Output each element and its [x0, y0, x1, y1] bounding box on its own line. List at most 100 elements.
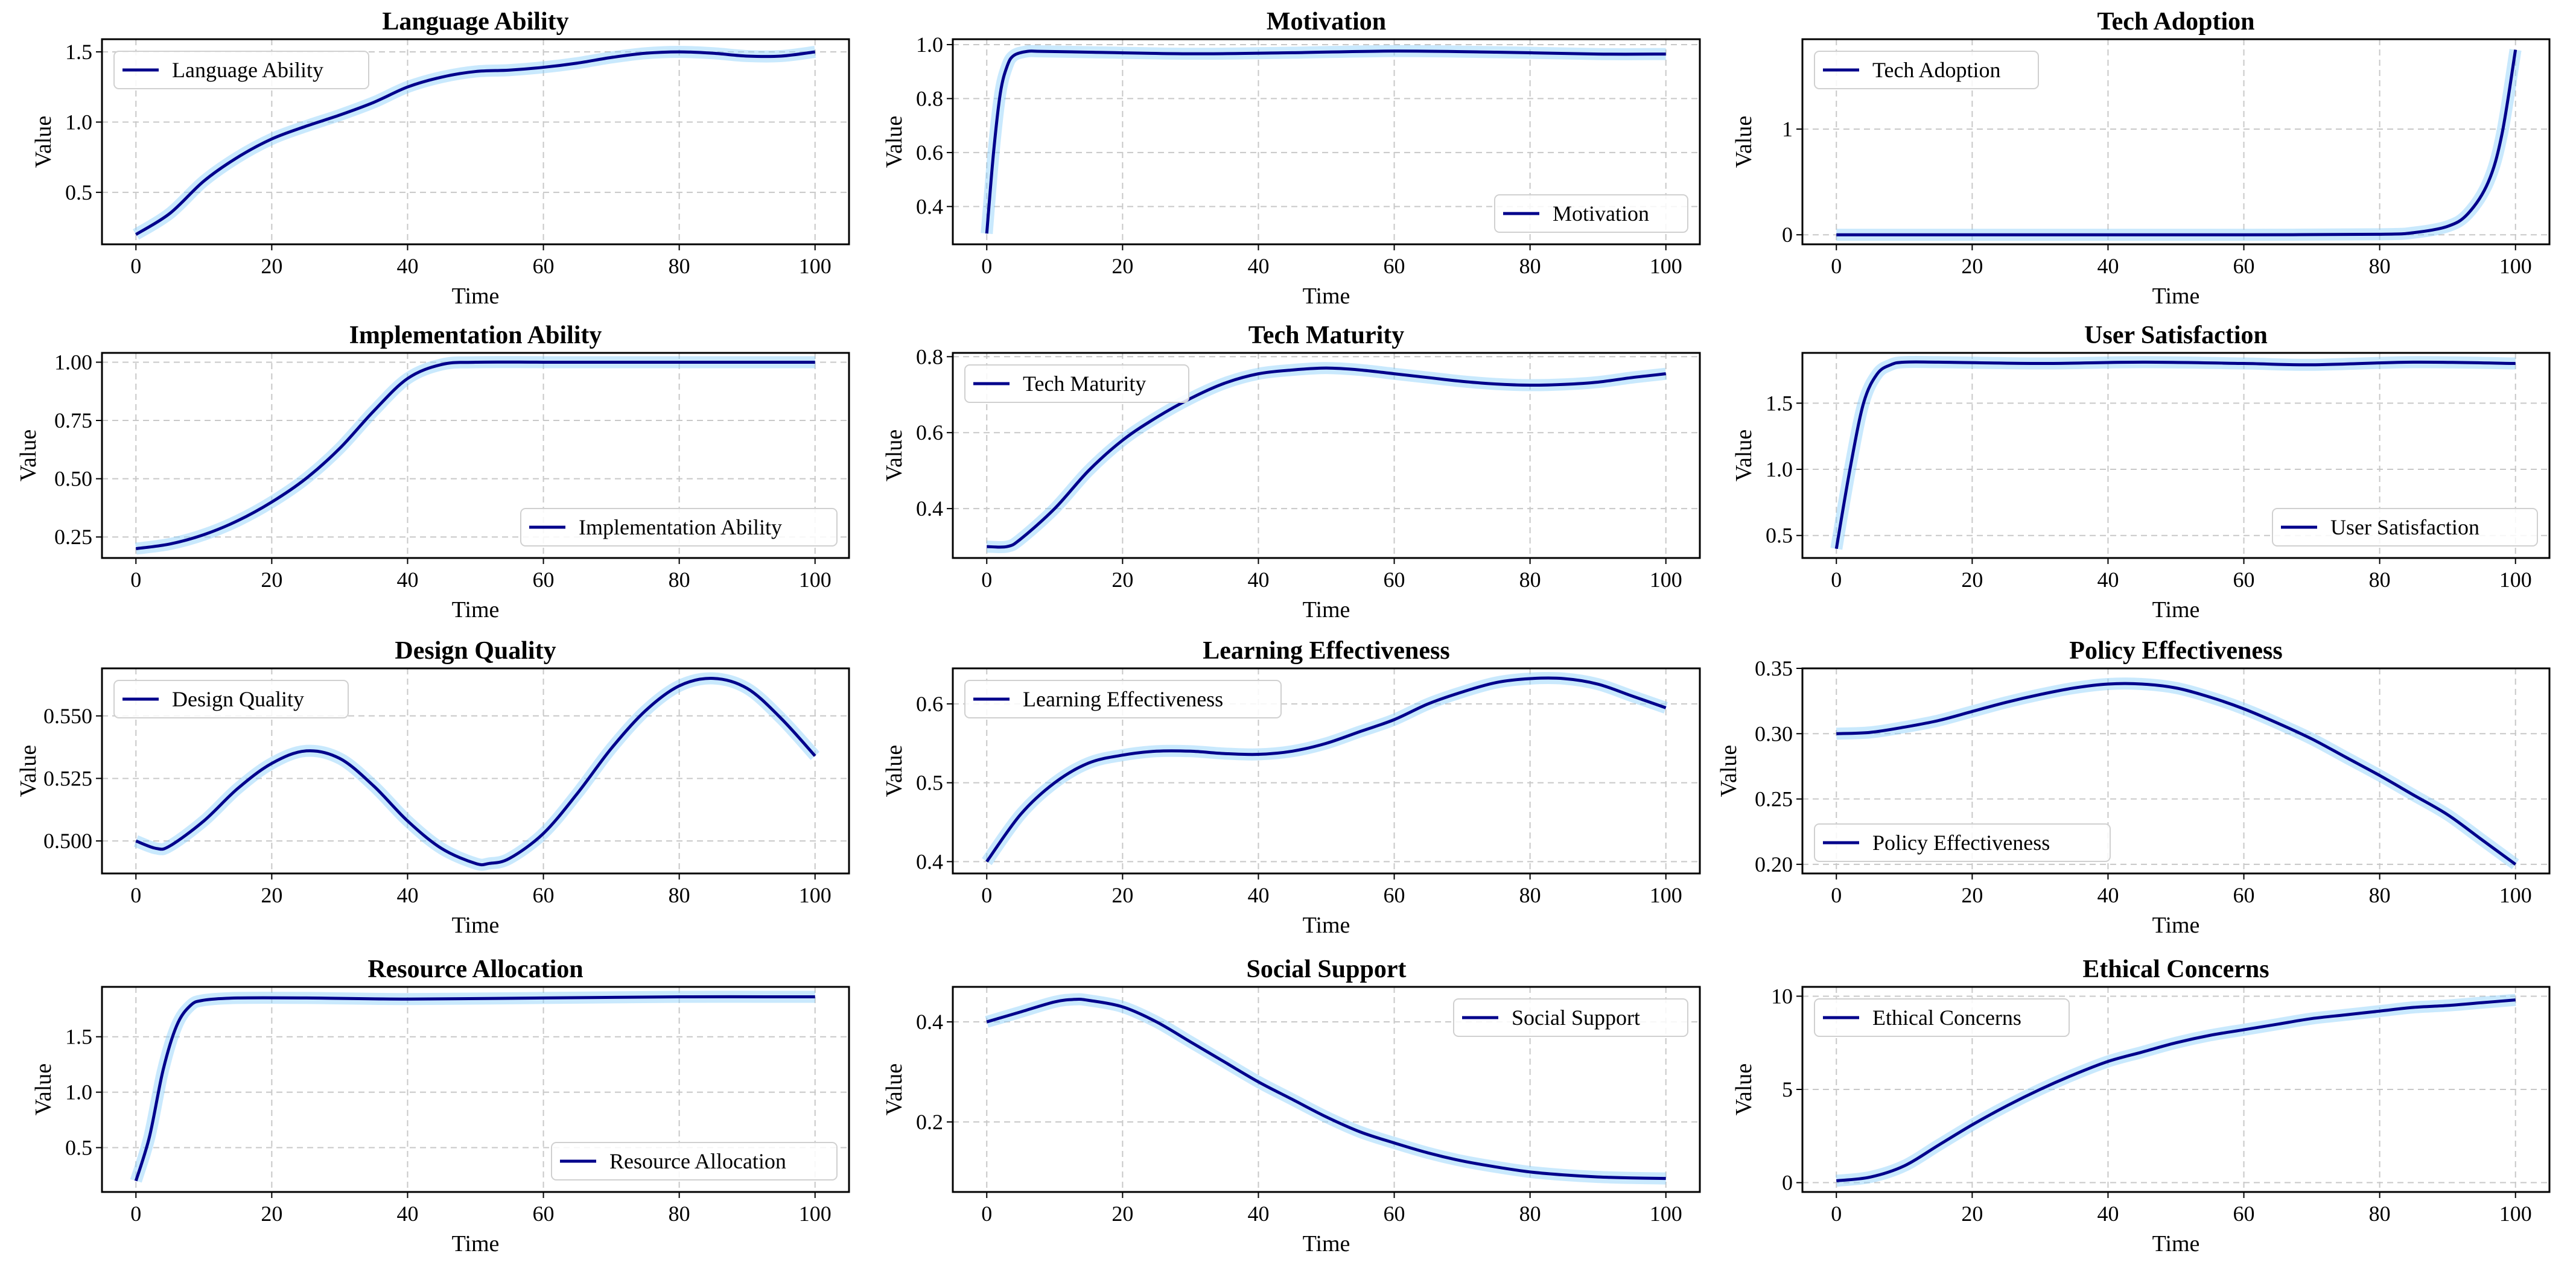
x-tick-label: 80	[669, 568, 690, 592]
legend-label: Design Quality	[172, 687, 304, 711]
x-tick-label: 0	[1831, 254, 1842, 278]
x-tick-label: 0	[130, 1202, 141, 1226]
y-tick-label: 1.00	[54, 350, 92, 374]
legend-label: Learning Effectiveness	[1023, 687, 1223, 711]
y-axis-label: Value	[882, 429, 907, 482]
x-tick-label: 20	[1961, 568, 1983, 592]
x-axis-label: Time	[2152, 1231, 2200, 1257]
subplot-title: Motivation	[1267, 8, 1386, 36]
x-tick-label: 100	[2499, 1202, 2532, 1226]
x-tick-label: 20	[1111, 883, 1133, 907]
y-tick-label: 0.30	[1755, 721, 1793, 746]
x-tick-label: 100	[1650, 254, 1682, 278]
series-line	[135, 677, 816, 867]
x-tick-label: 20	[1961, 883, 1983, 907]
x-tick-label: 20	[1111, 568, 1133, 592]
legend: Resource Allocation	[551, 1142, 838, 1181]
subplot-design-quality: 0 20 40 60 80 100 0.500 0.525 0.550 Design Qualit…	[16, 637, 850, 938]
y-tick-label: 5	[1782, 1077, 1793, 1101]
legend-label: Social Support	[1512, 1006, 1640, 1030]
x-tick-label: 100	[1650, 1202, 1682, 1226]
series-line	[1836, 682, 2517, 866]
legend: Social Support	[1453, 998, 1688, 1037]
series-line	[985, 49, 1666, 234]
y-tick-label: 0.6	[916, 692, 943, 716]
legend-label: Resource Allocation	[609, 1149, 786, 1173]
subplot-title: Design Quality	[395, 637, 556, 665]
legend-label: User Satisfaction	[2330, 515, 2479, 539]
x-tick-label: 20	[261, 883, 282, 907]
subplot-user-satisfaction: 0 20 40 60 80 100 0.5 1.0 1.5 User Satisfaction Us…	[1731, 322, 2551, 623]
x-tick-label: 60	[1384, 883, 1405, 907]
legend-box	[1453, 998, 1688, 1037]
axes-frame	[1801, 352, 2551, 559]
legend-box	[1814, 823, 2111, 862]
x-tick-label: 100	[2499, 568, 2532, 592]
y-axis-label: Value	[16, 429, 41, 482]
x-tick-label: 80	[1519, 883, 1541, 907]
legend-label: Motivation	[1553, 201, 1649, 226]
y-tick-label: 0	[1782, 223, 1793, 247]
subplot-motivation: 0 20 40 60 80 100 0.4 0.6 0.8 1.0 Motivation Motiva…	[882, 8, 1701, 309]
subplot-title: Resource Allocation	[367, 956, 583, 983]
legend: Motivation	[1494, 194, 1688, 233]
subplot-title: Ethical Concerns	[2082, 956, 2269, 983]
y-tick-label: 1.0	[65, 1080, 92, 1104]
y-tick-label: 0.5	[1766, 524, 1793, 548]
x-tick-label: 60	[1384, 568, 1405, 592]
series-line	[985, 676, 1667, 863]
x-axis-label: Time	[1303, 284, 1350, 309]
axes-frame	[952, 38, 1701, 246]
x-tick-label: 60	[2233, 1202, 2255, 1226]
axes-frame	[952, 667, 1701, 875]
y-axis-label: Value	[1731, 116, 1757, 168]
subplot-tech-adoption: 0 20 40 60 80 100 0 1 Tech Adoption Tech Adoption…	[1731, 8, 2551, 309]
y-tick-label: 1.5	[65, 40, 92, 64]
legend: Design Quality	[113, 680, 349, 718]
axes-frame	[1801, 667, 2551, 875]
legend-box	[113, 680, 349, 718]
legend-label: Policy Effectiveness	[1872, 831, 2050, 855]
x-tick-label: 40	[1247, 1202, 1269, 1226]
x-axis-label: Time	[452, 913, 500, 938]
series-line	[134, 995, 815, 1182]
y-tick-label: 0.500	[43, 829, 92, 853]
x-axis-label: Time	[2152, 597, 2200, 623]
x-tick-label: 100	[2499, 883, 2532, 907]
x-axis-label: Time	[2152, 284, 2200, 309]
x-tick-label: 80	[2369, 1202, 2391, 1226]
x-tick-label: 100	[1650, 568, 1682, 592]
subplot-implementation-ability: 0 20 40 60 80 100 0.25 0.50 0.75 1.00 Implementati…	[16, 322, 850, 623]
y-tick-label: 0.25	[1755, 787, 1793, 811]
y-tick-label: 0.4	[916, 496, 943, 521]
x-tick-label: 60	[1384, 1202, 1405, 1226]
legend: Tech Adoption	[1814, 51, 2039, 89]
y-tick-label: 0.5	[916, 771, 943, 795]
y-tick-label: 1.5	[65, 1025, 92, 1049]
x-tick-label: 40	[2097, 568, 2119, 592]
legend: Learning Effectiveness	[964, 680, 1282, 718]
x-tick-label: 80	[669, 254, 690, 278]
x-tick-label: 80	[2369, 568, 2391, 592]
y-tick-label: 0.8	[916, 86, 943, 110]
y-tick-label: 0.5	[65, 1135, 92, 1159]
axes-frame	[952, 986, 1701, 1193]
x-tick-label: 60	[2233, 568, 2255, 592]
subplot-language-ability: 0 20 40 60 80 100 0.5 1.0 1.5 Language Ability Lan…	[31, 8, 850, 309]
legend-box	[964, 364, 1189, 403]
x-tick-label: 40	[1247, 568, 1269, 592]
x-tick-label: 0	[1831, 568, 1842, 592]
x-axis-label: Time	[452, 597, 500, 623]
x-tick-label: 60	[533, 1202, 555, 1226]
axes-frame	[101, 38, 850, 246]
y-axis-label: Value	[1731, 1063, 1757, 1116]
x-tick-label: 0	[981, 568, 992, 592]
x-tick-label: 60	[533, 883, 555, 907]
x-tick-label: 60	[533, 568, 555, 592]
x-tick-label: 60	[533, 254, 555, 278]
subplot-title: Learning Effectiveness	[1203, 637, 1449, 665]
x-tick-label: 0	[981, 1202, 992, 1226]
axes-frame	[1801, 986, 2551, 1193]
x-axis-label: Time	[452, 284, 500, 309]
subplot-title: Tech Adoption	[2097, 8, 2254, 36]
